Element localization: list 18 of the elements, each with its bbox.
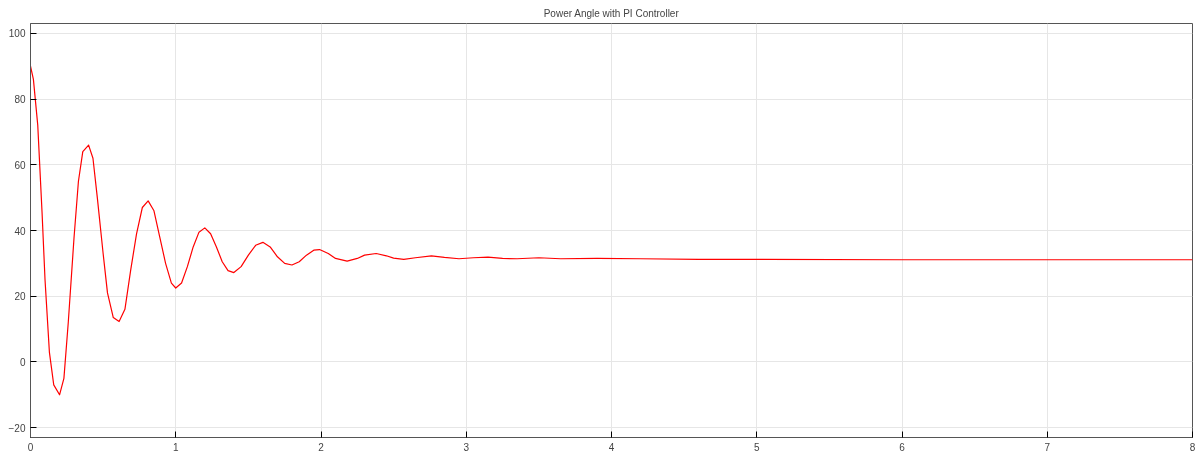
- y-tick-label: 80: [14, 94, 26, 106]
- x-tick-label: 8: [1189, 441, 1196, 453]
- x-tick-label: 6: [899, 441, 906, 453]
- x-tick-label: 0: [27, 441, 34, 453]
- x-tick-label: 7: [1044, 441, 1051, 453]
- y-tick-label: 0: [19, 356, 26, 368]
- y-tick-label: 20: [14, 291, 26, 303]
- y-tick-label: 60: [14, 159, 26, 171]
- y-tick-label: −20: [8, 422, 26, 434]
- line-series: [30, 65, 1193, 396]
- y-tick-label: 40: [14, 225, 26, 237]
- x-tick-label: 3: [463, 441, 470, 453]
- x-tick-label: 2: [318, 441, 325, 453]
- x-tick-label: 4: [608, 441, 615, 453]
- chart-title: Power Angle with PI Controller: [543, 7, 680, 19]
- x-tick-label: 5: [753, 441, 760, 453]
- x-tick-label: 1: [172, 441, 179, 453]
- y-tick-label: 100: [8, 28, 26, 40]
